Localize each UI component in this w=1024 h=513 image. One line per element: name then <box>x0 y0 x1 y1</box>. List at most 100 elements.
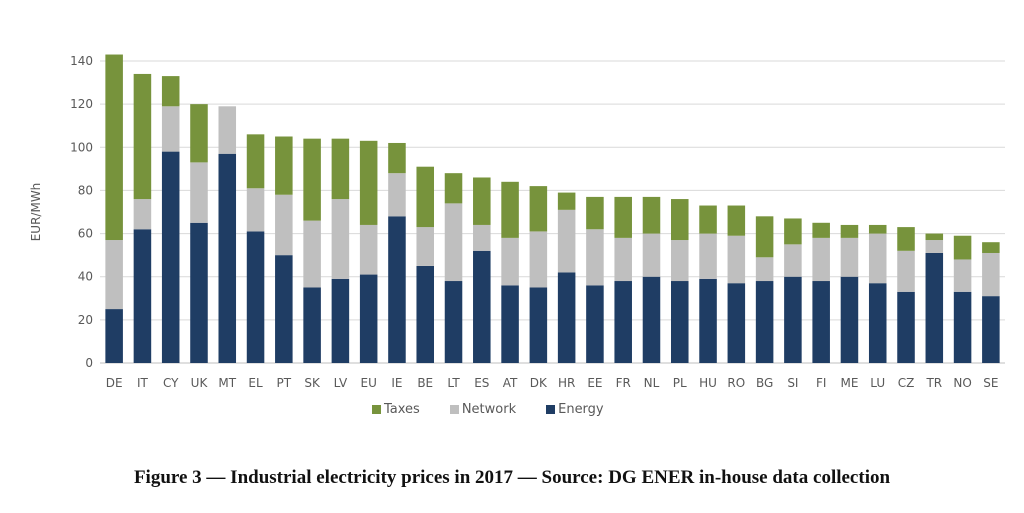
bar-be-energy <box>416 265 435 363</box>
bar-group-lv <box>331 138 350 363</box>
bar-group-sk <box>303 138 321 363</box>
bar-ro-network <box>727 235 746 284</box>
bar-sk-network <box>303 220 321 288</box>
figure-caption: Figure 3 — Industrial electricity prices… <box>133 467 891 488</box>
x-tick-label: DE <box>106 376 123 390</box>
bar-group-pl <box>670 199 689 363</box>
bar-group-bg <box>755 216 774 363</box>
bar-group-es <box>473 177 491 363</box>
bar-at-network <box>501 237 519 286</box>
bar-group-el <box>246 134 265 363</box>
x-tick-label: ME <box>840 376 858 390</box>
bar-group-cz <box>897 227 915 363</box>
legend-label-network: Network <box>461 402 517 417</box>
bar-hr-network <box>557 209 576 273</box>
bar-group-fi <box>812 222 830 363</box>
bar-si-taxes <box>784 218 802 245</box>
x-tick-label: BG <box>756 376 773 390</box>
bar-de-network <box>105 240 123 310</box>
bar-hu-energy <box>699 278 717 363</box>
bar-group-me <box>840 224 859 363</box>
bar-group-cy <box>161 76 180 363</box>
x-tick-label: FI <box>816 376 826 390</box>
legend-item-taxes: Taxes <box>372 402 420 417</box>
x-tick-label: CZ <box>898 376 915 390</box>
bar-group-si <box>784 218 802 363</box>
x-tick-label: SE <box>983 376 998 390</box>
bar-si-network <box>784 244 802 277</box>
bar-fi-network <box>812 237 830 282</box>
bar-hu-network <box>699 233 717 279</box>
x-tick-label: LT <box>447 376 460 390</box>
bar-group-pt <box>275 136 293 363</box>
bar-me-energy <box>840 276 859 363</box>
bar-group-tr <box>925 233 944 363</box>
bar-lv-energy <box>331 278 350 363</box>
bar-lt-network <box>444 203 463 282</box>
x-tick-label: NL <box>644 376 660 390</box>
bar-pt-taxes <box>275 136 293 195</box>
bar-group-hr <box>557 192 576 363</box>
x-tick-label: LU <box>870 376 885 390</box>
bar-group-uk <box>190 104 208 363</box>
bar-group-dk <box>529 186 548 363</box>
legend-item-energy: Energy <box>546 402 604 417</box>
bar-lu-taxes <box>868 224 887 234</box>
bar-el-network <box>246 188 265 232</box>
bar-hu-taxes <box>699 205 717 234</box>
bar-el-taxes <box>246 134 265 189</box>
x-tick-label: LV <box>334 376 348 390</box>
bar-bg-network <box>755 257 774 282</box>
bar-pl-network <box>670 240 689 282</box>
bar-it-taxes <box>133 73 152 200</box>
x-tick-label: UK <box>191 376 209 390</box>
bar-eu-energy <box>359 274 378 363</box>
bar-ee-network <box>586 229 604 286</box>
bar-nl-energy <box>642 276 661 363</box>
x-tick-label: PL <box>673 376 687 390</box>
bar-lv-taxes <box>331 138 350 200</box>
bar-fr-energy <box>614 281 632 363</box>
bar-de-taxes <box>105 54 123 241</box>
bar-be-taxes <box>416 166 435 228</box>
bar-uk-energy <box>190 222 208 363</box>
bar-pl-taxes <box>670 199 689 241</box>
bar-bg-taxes <box>755 216 774 258</box>
bar-group-no <box>953 235 972 363</box>
legend-label-taxes: Taxes <box>384 402 420 417</box>
bar-group-eu <box>359 140 378 363</box>
legend-swatch-network <box>449 405 459 414</box>
x-tick-label: IT <box>137 376 149 390</box>
bar-sk-taxes <box>303 138 321 221</box>
bar-el-energy <box>246 231 265 363</box>
bar-nl-taxes <box>642 196 661 234</box>
bar-me-taxes <box>840 224 859 238</box>
y-tick-label: 40 <box>78 270 93 284</box>
bar-cz-taxes <box>897 227 915 251</box>
bar-fi-taxes <box>812 222 830 238</box>
stacked-bar-chart: 0 20 40 60 80 100 120 140 DE IT CY UK MT EL PT SK LV EU I… <box>29 54 1005 390</box>
bar-bg-energy <box>755 281 774 363</box>
y-tick-label: 60 <box>78 227 93 241</box>
legend: Taxes Network Energy <box>372 402 604 417</box>
x-tick-label: IE <box>391 376 402 390</box>
bar-it-network <box>133 199 152 230</box>
bar-ro-energy <box>727 283 746 363</box>
bar-me-network <box>840 237 859 277</box>
bar-se-network <box>982 252 1000 297</box>
bar-es-network <box>473 224 491 251</box>
bar-hr-energy <box>557 272 576 363</box>
bar-tr-network <box>925 240 944 253</box>
x-tick-label: NO <box>953 376 971 390</box>
x-axis-ticks: DE IT CY UK MT EL PT SK LV EU IE BE LT ES AT DK HR EE FR NL… <box>106 376 999 390</box>
bar-group-lt <box>444 173 463 363</box>
bar-lu-network <box>868 233 887 284</box>
bar-se-energy <box>982 296 1000 363</box>
bar-no-energy <box>953 291 972 363</box>
bar-sk-energy <box>303 287 321 363</box>
bar-de-energy <box>105 309 123 363</box>
x-tick-label: SK <box>304 376 321 390</box>
bar-mt-network <box>218 106 237 154</box>
bar-group-lu <box>868 224 887 363</box>
bar-es-energy <box>473 250 491 363</box>
